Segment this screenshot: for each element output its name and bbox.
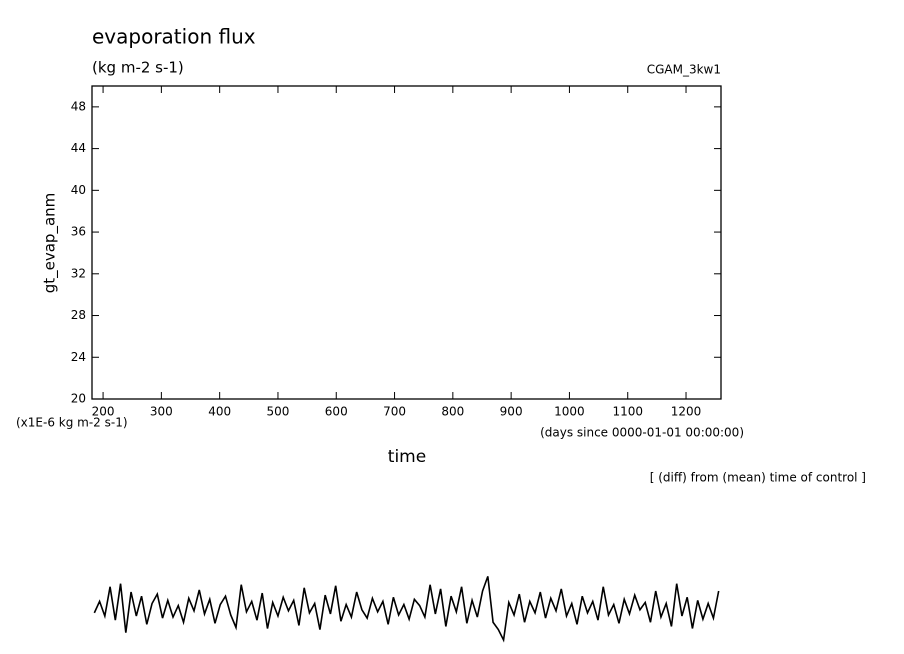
y-tick-label: 44: [71, 141, 86, 155]
x-unit: (days since 0000-01-01 00:00:00): [540, 426, 744, 440]
y-tick-label: 32: [71, 266, 86, 280]
y-tick-label: 28: [71, 308, 86, 322]
chart-title: evaporation flux: [92, 25, 256, 49]
x-tick-label: 800: [441, 405, 464, 419]
y-tick-label: 36: [71, 225, 86, 239]
plot-frame: [91, 85, 722, 400]
x-tick-label: 200: [92, 405, 115, 419]
x-tick-label: 300: [150, 405, 173, 419]
line: [93, 576, 720, 643]
y-tick-label: 48: [71, 99, 86, 113]
x-tick-label: 1000: [554, 405, 585, 419]
y-unit: (x1E-6 kg m-2 s-1): [16, 416, 128, 430]
x-tick-label: 1100: [612, 405, 643, 419]
y-axis-label: gt_evap_anm: [41, 193, 60, 294]
x-tick-label: 600: [325, 405, 348, 419]
x-tick-label: 700: [383, 405, 406, 419]
x-tick-label: 500: [267, 405, 290, 419]
x-tick-label: 1200: [671, 405, 702, 419]
y-tick-label: 20: [71, 392, 86, 406]
annotation: CGAM_3kw1: [647, 63, 721, 77]
x-axis-label: time: [388, 447, 426, 467]
y-tick-label: 24: [71, 350, 86, 364]
x-tick-label: 900: [500, 405, 523, 419]
subtitle: (kg m-2 s-1): [92, 59, 184, 77]
note: [ (diff) from (mean) time of control ]: [650, 471, 866, 485]
x-tick-label: 400: [208, 405, 231, 419]
y-tick-label: 40: [71, 183, 86, 197]
